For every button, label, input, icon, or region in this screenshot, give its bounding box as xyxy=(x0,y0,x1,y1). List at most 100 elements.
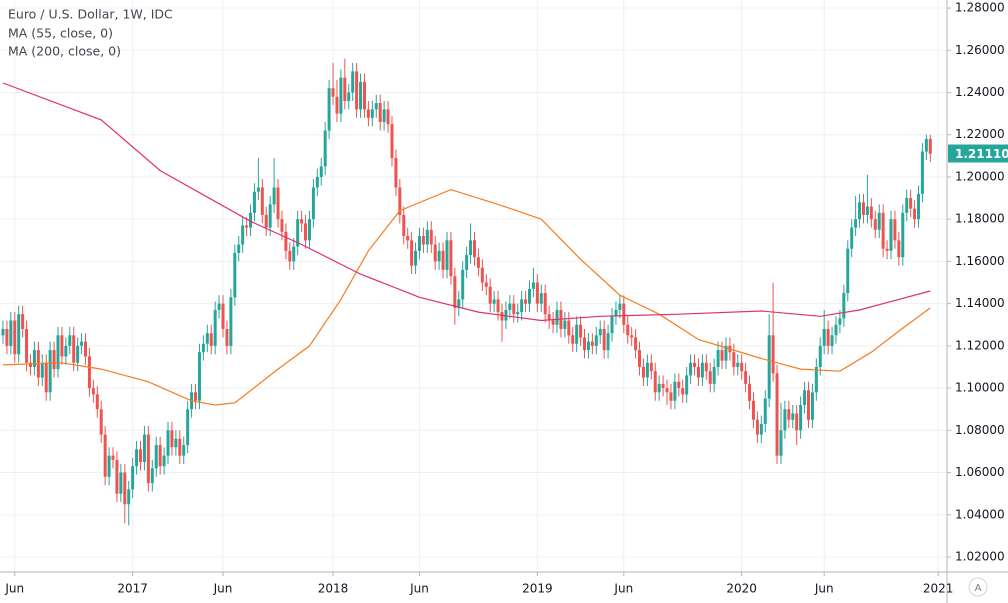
candle-body xyxy=(645,362,649,378)
candle-body xyxy=(626,324,630,336)
legend-entry: MA (55, close, 0) xyxy=(8,26,113,41)
candle-body xyxy=(194,392,198,401)
candle-body xyxy=(347,92,351,101)
auto-scale-label[interactable]: A xyxy=(975,583,982,594)
candle-body xyxy=(135,449,139,467)
y-tick-label: 1.28000 xyxy=(955,1,1005,15)
candle-body xyxy=(842,293,846,319)
candle-body xyxy=(5,328,9,346)
moving-average-line xyxy=(2,82,931,322)
candle-body xyxy=(221,303,225,329)
candle-body xyxy=(838,318,842,325)
candle-body xyxy=(457,299,461,308)
candle-body xyxy=(673,381,677,401)
legend-entry: MA (200, close, 0) xyxy=(8,44,121,59)
candle-body xyxy=(433,244,437,262)
candle-body xyxy=(398,187,402,215)
candle-body xyxy=(716,350,720,367)
candle-body xyxy=(276,187,280,220)
candle-body xyxy=(174,438,178,448)
y-tick-label: 1.10000 xyxy=(955,381,1005,395)
candle-body xyxy=(740,362,744,372)
candle-body xyxy=(806,390,810,420)
candle-body xyxy=(300,219,304,224)
candle-body xyxy=(834,324,838,336)
candle-body xyxy=(280,219,284,232)
candle-body xyxy=(331,88,335,97)
auto-scale-button[interactable] xyxy=(968,577,988,597)
candle-body xyxy=(21,314,25,329)
candle-body xyxy=(913,208,917,220)
candle-body xyxy=(858,202,862,220)
candle-body xyxy=(850,227,854,249)
candle-body xyxy=(854,219,858,228)
candle-body xyxy=(755,419,759,435)
candle-body xyxy=(535,282,539,304)
candle-body xyxy=(382,109,386,123)
candle-body xyxy=(630,335,634,338)
candle-body xyxy=(869,206,873,220)
candle-body xyxy=(319,166,323,177)
candle-body xyxy=(182,445,186,456)
candle-body xyxy=(708,371,712,384)
candle-body xyxy=(40,362,44,378)
candle-body xyxy=(241,225,245,245)
candle-body xyxy=(264,214,268,228)
y-tick-label: 1.14000 xyxy=(955,296,1005,310)
candle-body xyxy=(539,293,543,304)
candle-body xyxy=(763,398,767,424)
candle-body xyxy=(547,314,551,321)
candle-body xyxy=(775,373,779,456)
candle-body xyxy=(225,328,229,346)
candle-body xyxy=(492,299,496,304)
candle-body xyxy=(449,240,453,277)
candle-body xyxy=(68,335,72,346)
candle-body xyxy=(1,328,5,336)
candle-body xyxy=(127,489,131,505)
candle-body xyxy=(252,191,256,213)
candle-body xyxy=(524,299,528,304)
candle-body xyxy=(245,225,249,228)
candle-body xyxy=(657,383,661,393)
candle-body xyxy=(638,350,642,367)
y-tick-label: 1.02000 xyxy=(955,550,1005,564)
candle-body xyxy=(583,337,587,351)
candle-body xyxy=(296,219,300,247)
candle-body xyxy=(233,252,237,298)
candle-body xyxy=(594,335,598,346)
candle-body xyxy=(166,430,170,456)
candle-body xyxy=(99,409,103,435)
candle-body xyxy=(378,103,382,123)
candle-body xyxy=(873,219,877,230)
candle-body xyxy=(343,77,347,101)
candle-body xyxy=(543,293,547,315)
candle-body xyxy=(610,316,614,334)
candle-body xyxy=(311,187,315,220)
candle-body xyxy=(480,267,484,283)
y-tick-label: 1.22000 xyxy=(955,127,1005,141)
candle-body xyxy=(327,88,331,131)
candle-body xyxy=(512,303,516,315)
candle-body xyxy=(803,390,807,405)
candle-body xyxy=(877,212,881,230)
candle-body xyxy=(103,434,107,477)
candle-body xyxy=(213,309,217,346)
candle-body xyxy=(531,282,535,289)
x-tick-label: Jun xyxy=(409,582,429,596)
candle-body xyxy=(469,240,473,256)
candle-body xyxy=(586,341,590,351)
candle-body xyxy=(818,345,822,367)
candle-body xyxy=(661,383,665,389)
candle-body xyxy=(771,335,775,374)
y-tick-label: 1.08000 xyxy=(955,423,1005,437)
candle-body xyxy=(846,248,850,294)
candle-body xyxy=(787,409,791,420)
grid xyxy=(0,0,946,572)
candle-body xyxy=(80,341,84,346)
candle-body xyxy=(575,324,579,344)
candle-body xyxy=(25,328,29,363)
candle-body xyxy=(229,297,233,346)
candle-body xyxy=(606,333,610,351)
